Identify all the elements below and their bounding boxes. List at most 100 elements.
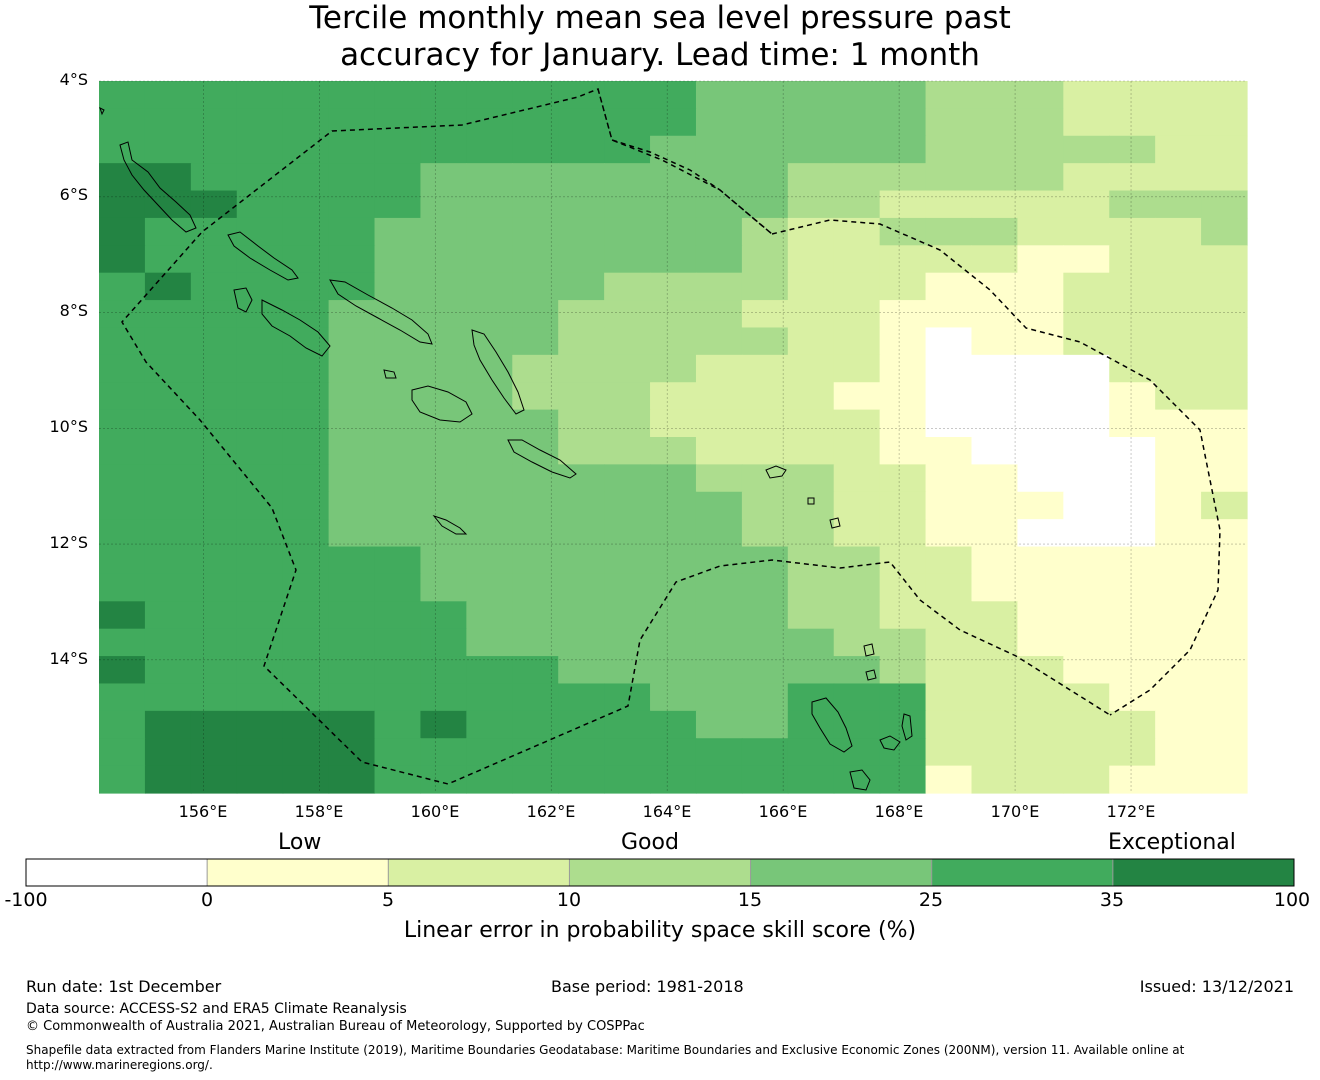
skill-cell: [971, 628, 1018, 657]
skill-cell: [190, 245, 238, 274]
skill-cell: [1017, 628, 1064, 657]
skill-cell: [604, 683, 651, 712]
skill-cell: [99, 409, 146, 438]
skill-cell: [420, 683, 467, 712]
skill-cell: [558, 409, 605, 438]
skill-cell: [787, 272, 835, 301]
graticule: [99, 80, 1247, 793]
island-torres: [865, 669, 877, 681]
skill-cell: [787, 190, 835, 219]
skill-cell: [236, 300, 284, 329]
skill-cell: [512, 81, 559, 109]
skill-cell: [695, 738, 743, 767]
skill-cell: [925, 464, 973, 493]
skill-cell: [1155, 382, 1202, 411]
skill-cell: [695, 573, 743, 602]
skill-cell: [879, 163, 927, 192]
skill-cell: [282, 491, 330, 520]
skill-cell: [695, 409, 743, 438]
skill-cell: [604, 163, 651, 192]
skill-cell: [374, 217, 422, 246]
island-small-2: [807, 497, 815, 505]
lat-label-14s: 14°S: [49, 649, 88, 668]
skill-cell: [1201, 491, 1248, 520]
skill-cell: [650, 437, 697, 465]
skill-cell: [1201, 628, 1248, 657]
skill-cell: [833, 245, 881, 274]
skill-cell: [741, 81, 789, 109]
skill-cell: [1201, 765, 1248, 794]
skill-cell: [741, 382, 789, 411]
skill-cell: [787, 519, 835, 548]
skill-cell: [1201, 464, 1248, 493]
skill-cell: [787, 135, 835, 164]
skill-cell: [695, 354, 743, 383]
skill-cell: [695, 163, 743, 192]
skill-cell: [144, 245, 192, 274]
skill-cell: [879, 108, 927, 137]
skill-cell: [1201, 683, 1248, 712]
skill-cell: [512, 217, 559, 246]
skill-cell: [925, 272, 973, 301]
skill-cell: [328, 683, 376, 712]
lat-label-6s: 6°S: [59, 185, 88, 204]
skill-cell: [695, 464, 743, 493]
skill-cell: [144, 217, 192, 246]
skill-cell: [512, 738, 559, 767]
skill-cell: [558, 710, 605, 739]
skill-cell: [1063, 546, 1110, 575]
skill-cell: [558, 464, 605, 493]
skill-cell: [787, 300, 835, 329]
skill-cell: [1155, 81, 1202, 109]
skill-cell: [650, 710, 697, 739]
colorbar-tick: -100: [4, 889, 48, 911]
lon-label-170e: 170°E: [990, 802, 1040, 821]
skill-cell: [466, 628, 513, 657]
skill-cell: [374, 190, 422, 219]
lat-label-12s: 12°S: [49, 533, 88, 552]
colorbar-segment: [750, 859, 932, 886]
skill-cell: [512, 272, 559, 301]
skill-cell: [787, 573, 835, 602]
skill-cell: [1063, 245, 1110, 274]
skill-cell: [695, 382, 743, 411]
skill-cell: [741, 354, 789, 383]
skill-cell: [1017, 108, 1064, 137]
skill-cell: [1109, 765, 1156, 794]
skill-cell: [650, 573, 697, 602]
shapefile-credit-line-2: http://www.marineregions.org/.: [26, 1058, 213, 1072]
lon-label-160e: 160°E: [410, 802, 460, 821]
skill-cell: [879, 628, 927, 657]
skill-cell: [99, 135, 146, 164]
skill-cell: [971, 163, 1018, 192]
skill-cell: [190, 491, 238, 520]
skill-cell: [879, 272, 927, 301]
skill-cell: [282, 190, 330, 219]
skill-cell: [99, 601, 146, 630]
skill-cell: [741, 300, 789, 329]
skill-cell: [650, 245, 697, 274]
skill-cell: [99, 108, 146, 137]
skill-cell: [558, 491, 605, 520]
colorbar-tick: 100: [1273, 889, 1311, 911]
skill-cell: [328, 135, 376, 164]
skill-cell: [833, 710, 881, 739]
skill-cell: [144, 710, 192, 739]
skill-cell: [604, 108, 651, 137]
skill-cell: [741, 327, 789, 356]
skill-cell: [1063, 190, 1110, 219]
skill-cell: [282, 464, 330, 493]
category-good: Good: [621, 830, 679, 855]
skill-cell: [236, 628, 284, 657]
skill-cell: [604, 738, 651, 767]
skill-cell: [328, 81, 376, 109]
skill-cell: [1017, 163, 1064, 192]
skill-cell: [282, 738, 330, 767]
skill-cell: [1201, 437, 1248, 465]
skill-cell: [99, 81, 146, 109]
skill-cell: [925, 491, 973, 520]
skill-cell: [144, 573, 192, 602]
skill-cell: [604, 628, 651, 657]
skill-cell: [282, 628, 330, 657]
skill-cell: [1063, 519, 1110, 548]
